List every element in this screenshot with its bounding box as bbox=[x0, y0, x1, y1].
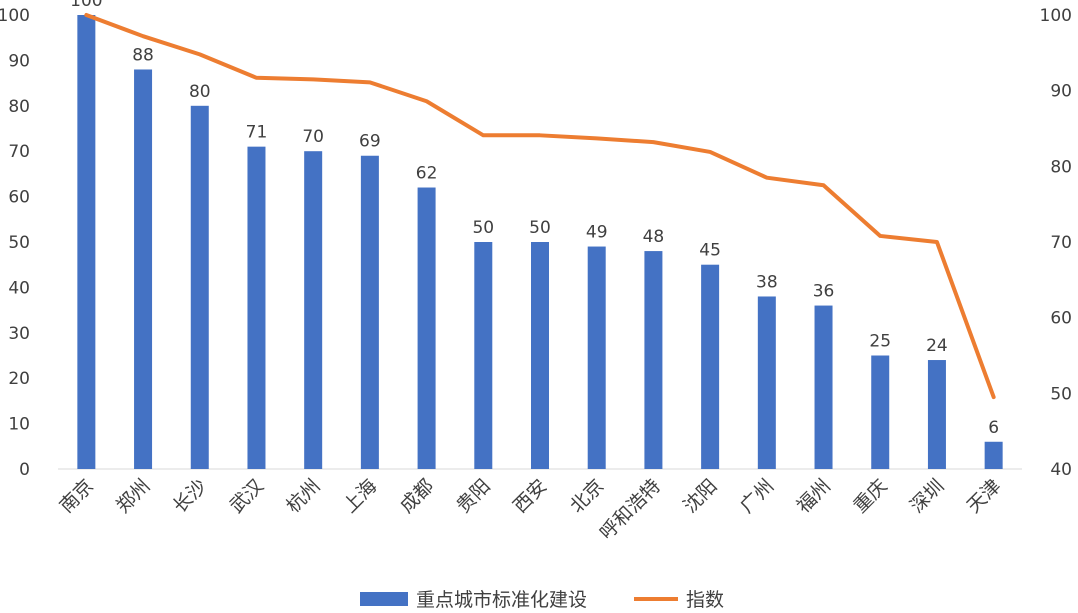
bar bbox=[191, 106, 209, 469]
y-right-tick-label: 60 bbox=[1050, 309, 1072, 329]
y-left-tick-label: 90 bbox=[8, 51, 30, 71]
bar bbox=[247, 147, 265, 469]
y-left-tick-label: 50 bbox=[8, 233, 30, 253]
x-category-label: 沈阳 bbox=[679, 475, 721, 517]
bar-data-label: 80 bbox=[189, 82, 211, 102]
bar-data-label: 88 bbox=[132, 45, 154, 65]
bar bbox=[304, 151, 322, 469]
legend-label-line: 指数 bbox=[686, 589, 724, 609]
x-category-label: 重庆 bbox=[849, 475, 891, 517]
y-left-tick-label: 30 bbox=[8, 324, 30, 344]
y-left-tick-label: 10 bbox=[8, 415, 30, 435]
x-category-label: 福州 bbox=[793, 475, 835, 517]
x-category-label: 成都 bbox=[396, 475, 438, 517]
bar-data-label: 100 bbox=[70, 0, 102, 11]
bar bbox=[418, 188, 436, 469]
y-left-tick-label: 60 bbox=[8, 188, 30, 208]
bar bbox=[701, 265, 719, 469]
y-axis-right: 40 50 60 70 80 90 100 bbox=[1040, 6, 1072, 480]
legend: 重点城市标准化建设 指数 bbox=[360, 589, 724, 609]
y-right-tick-label: 80 bbox=[1050, 157, 1072, 177]
y-axis-left: 0 10 20 30 40 50 60 70 80 90 100 bbox=[0, 6, 1022, 480]
y-left-tick-label: 70 bbox=[8, 142, 30, 162]
bar-series bbox=[77, 15, 1002, 469]
bar-data-label: 45 bbox=[699, 241, 721, 261]
x-category-label: 广州 bbox=[736, 475, 778, 517]
bar bbox=[758, 296, 776, 469]
bar bbox=[985, 442, 1003, 469]
y-left-tick-label: 80 bbox=[8, 97, 30, 117]
y-left-tick-label: 20 bbox=[8, 369, 30, 389]
x-category-label: 郑州 bbox=[112, 475, 154, 517]
x-category-label: 南京 bbox=[55, 475, 97, 517]
y-left-tick-label: 100 bbox=[0, 6, 30, 26]
bar-data-label: 36 bbox=[813, 282, 835, 302]
bar bbox=[474, 242, 492, 469]
bar-data-label: 50 bbox=[472, 218, 494, 238]
bar bbox=[871, 356, 889, 470]
x-category-label: 天津 bbox=[963, 475, 1005, 517]
bar-data-label: 70 bbox=[302, 127, 324, 147]
bar-data-label: 62 bbox=[416, 164, 438, 184]
y-left-tick-label: 0 bbox=[19, 460, 30, 480]
bar bbox=[77, 15, 95, 469]
bar bbox=[644, 251, 662, 469]
bar-data-label: 69 bbox=[359, 132, 381, 152]
bar bbox=[588, 247, 606, 469]
bar-data-label: 49 bbox=[586, 223, 608, 243]
bar bbox=[928, 360, 946, 469]
bar-data-label: 50 bbox=[529, 218, 551, 238]
bar-data-label: 6 bbox=[988, 418, 999, 438]
x-category-label: 杭州 bbox=[282, 475, 324, 517]
x-category-label: 武汉 bbox=[226, 475, 268, 517]
x-category-label: 长沙 bbox=[169, 475, 211, 517]
x-category-label: 北京 bbox=[566, 475, 608, 517]
x-category-label: 上海 bbox=[339, 475, 381, 517]
y-right-tick-label: 90 bbox=[1050, 82, 1072, 102]
bar-data-label: 24 bbox=[926, 336, 948, 356]
bar bbox=[134, 69, 152, 469]
x-category-label: 深圳 bbox=[906, 475, 948, 517]
legend-label-bar: 重点城市标准化建设 bbox=[416, 589, 587, 609]
bar-data-label: 71 bbox=[246, 123, 268, 143]
y-right-tick-label: 40 bbox=[1050, 460, 1072, 480]
x-category-label: 西安 bbox=[509, 475, 551, 517]
bar-data-label: 38 bbox=[756, 272, 778, 292]
bar bbox=[361, 156, 379, 469]
y-right-tick-label: 70 bbox=[1050, 233, 1072, 253]
x-category-label: 呼和浩特 bbox=[596, 475, 665, 544]
bar-data-label: 48 bbox=[643, 227, 665, 247]
legend-swatch-bar bbox=[360, 592, 408, 606]
bar bbox=[531, 242, 549, 469]
bar-data-label: 25 bbox=[869, 332, 891, 352]
x-category-label: 贵阳 bbox=[452, 475, 494, 517]
y-right-tick-label: 100 bbox=[1040, 6, 1072, 26]
bar bbox=[815, 306, 833, 469]
y-left-tick-label: 40 bbox=[8, 278, 30, 298]
x-axis-categories: 南京郑州长沙武汉杭州上海成都贵阳西安北京呼和浩特沈阳广州福州重庆深圳天津 bbox=[55, 475, 1005, 544]
y-right-tick-label: 50 bbox=[1050, 384, 1072, 404]
